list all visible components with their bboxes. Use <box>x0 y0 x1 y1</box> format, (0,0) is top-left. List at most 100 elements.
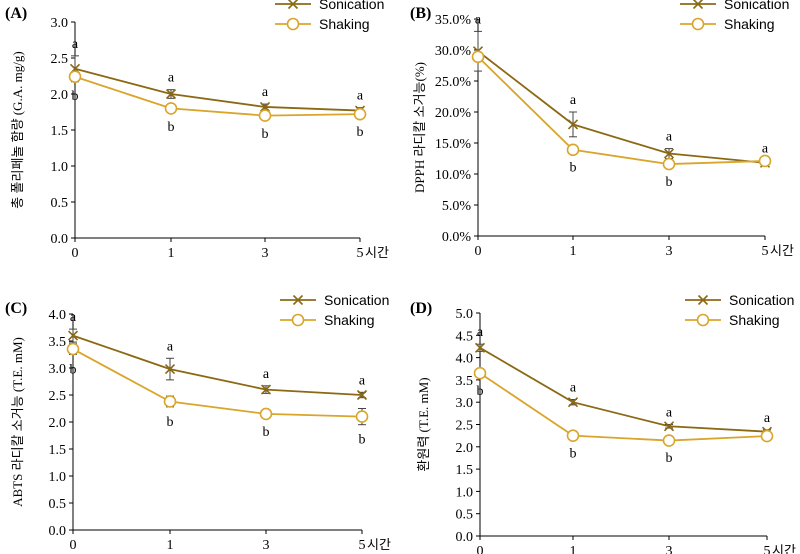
significance-letter: b <box>359 433 366 448</box>
significance-letter: b <box>570 446 577 461</box>
significance-letter: a <box>357 89 364 104</box>
significance-letter: b <box>477 384 484 399</box>
x-tick-label: 1 <box>167 538 174 553</box>
data-point-sonication <box>164 364 176 375</box>
data-point-sonication <box>567 397 579 408</box>
x-axis-unit: 시간 <box>770 243 794 258</box>
y-axis-label: 총 폴리페놀 함량 (G.A. mg/g) <box>10 51 25 208</box>
y-tick-label: 0.0% <box>442 230 472 245</box>
y-axis-label: DPPH 라디칼 소거능(%) <box>412 62 427 193</box>
legend-label-sonication: Sonication <box>729 292 794 308</box>
y-tick-label: 2.5 <box>49 389 67 404</box>
data-point-shaking <box>353 107 367 121</box>
y-tick-label: 30.0% <box>435 44 472 59</box>
legend-marker <box>291 313 305 327</box>
data-point-shaking <box>66 342 80 356</box>
significance-letter: b <box>570 160 577 175</box>
series-line-shaking <box>477 56 766 165</box>
y-tick-label: 2.0 <box>456 441 474 456</box>
significance-letter: a <box>570 93 577 108</box>
y-tick-label: 3.0 <box>51 16 69 31</box>
x-tick-label: 1 <box>168 246 175 261</box>
chart-panel-4: (D) 0.0 0.5 1.0 1.5 2.0 2.5 3.0 3.5 4.0 4.5 5.0 0 1 3 5… <box>410 292 796 554</box>
y-axis-label: ABTS 라디칼 소거능 (T.E. mM) <box>10 337 25 507</box>
y-tick-label: 10.0% <box>435 168 472 183</box>
significance-letter: b <box>666 451 673 466</box>
legend-label-shaking: Shaking <box>324 312 375 328</box>
significance-letter: a <box>666 130 673 145</box>
y-tick-label: 1.5 <box>51 124 69 139</box>
y-tick-label: 1.5 <box>456 463 474 478</box>
panel-label: (C) <box>5 300 27 317</box>
data-point-shaking <box>259 407 273 421</box>
significance-letter: a <box>475 12 482 27</box>
data-point-shaking <box>662 157 676 171</box>
legend-marker <box>696 313 710 327</box>
y-tick-label: 3.0 <box>456 396 474 411</box>
legend-marker <box>286 17 300 31</box>
x-axis-unit: 시간 <box>772 543 796 554</box>
data-point-shaking <box>163 395 177 408</box>
chart-panel-1: (A) 0.0 0.5 1.0 1.5 2.0 2.5 3.0 0 1 3 5 시간 총 폴리페놀 함량 … <box>5 0 389 261</box>
x-tick-label: 0 <box>70 538 77 553</box>
data-point-shaking <box>760 429 774 443</box>
x-tick-label: 1 <box>570 544 577 554</box>
data-point-shaking <box>355 410 369 423</box>
data-point-sonication <box>567 119 579 130</box>
significance-letter: a <box>477 325 484 340</box>
significance-letter: a <box>167 339 174 354</box>
x-tick-label: 5 <box>357 246 364 261</box>
legend-label-shaking: Shaking <box>319 16 370 32</box>
significance-letter: a <box>72 37 79 52</box>
x-tick-label: 3 <box>666 544 673 554</box>
series-line-sonication <box>72 334 363 396</box>
significance-letter: b <box>262 127 269 142</box>
panel-label: (D) <box>410 300 432 317</box>
series-line-shaking <box>74 75 361 117</box>
legend-label-sonication: Sonication <box>324 292 389 308</box>
series-line-sonication <box>74 67 361 112</box>
legend-marker <box>691 17 705 31</box>
data-point-sonication <box>474 342 486 353</box>
significance-letter: a <box>666 406 673 421</box>
y-tick-label: 20.0% <box>435 106 472 121</box>
significance-letter: a <box>262 85 269 100</box>
significance-letter: b <box>168 120 175 135</box>
series-line-sonication <box>479 347 768 433</box>
data-point-sonication <box>663 421 675 432</box>
significance-letter: b <box>357 125 364 140</box>
significance-letter: b <box>167 415 174 430</box>
y-tick-label: 5.0% <box>442 199 472 214</box>
y-tick-label: 0.0 <box>51 232 69 247</box>
y-tick-label: 0.0 <box>49 524 67 539</box>
significance-letter: a <box>762 141 769 156</box>
x-tick-label: 3 <box>666 244 673 259</box>
significance-letter: a <box>764 411 771 426</box>
x-axis-unit: 시간 <box>365 245 389 260</box>
x-tick-label: 0 <box>477 544 484 554</box>
x-tick-label: 3 <box>262 246 269 261</box>
data-point-shaking <box>68 70 82 84</box>
significance-letter: b <box>666 175 673 190</box>
data-point-shaking <box>473 366 487 380</box>
x-tick-label: 0 <box>72 246 79 261</box>
y-tick-label: 3.5 <box>49 335 67 350</box>
y-tick-label: 25.0% <box>435 75 472 90</box>
series-line-shaking <box>72 348 363 418</box>
y-tick-label: 0.0 <box>456 530 474 545</box>
legend-label-shaking: Shaking <box>724 16 775 32</box>
y-tick-label: 0.5 <box>456 508 474 523</box>
x-tick-label: 0 <box>475 244 482 259</box>
data-point-sonication <box>356 389 368 401</box>
legend-marker <box>697 294 709 306</box>
x-tick-label: 5 <box>762 244 769 259</box>
significance-letter: a <box>263 367 270 382</box>
data-point-shaking <box>258 109 272 122</box>
y-tick-label: 1.0 <box>456 485 474 500</box>
x-tick-label: 1 <box>570 244 577 259</box>
x-tick-label: 3 <box>263 538 270 553</box>
y-tick-label: 15.0% <box>435 137 472 152</box>
significance-letter: a <box>570 381 577 396</box>
significance-letter: a <box>70 310 77 325</box>
